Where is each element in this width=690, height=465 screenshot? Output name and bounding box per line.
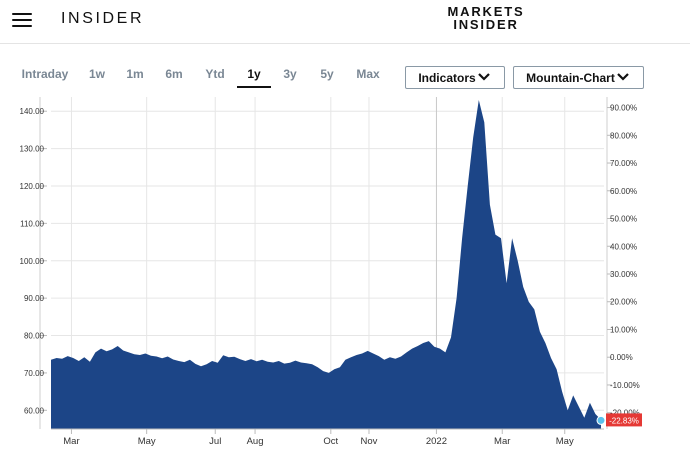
x-tick-label: May xyxy=(556,436,574,447)
y2-tick-label: 30.00% xyxy=(610,270,637,279)
y-tick-label: 130.00 xyxy=(20,145,45,154)
last-change-badge xyxy=(606,413,642,427)
y2-tick-label: 10.00% xyxy=(610,325,637,334)
chart-type-label: Mountain-Chart xyxy=(526,71,615,85)
y-tick-label: 70.00 xyxy=(24,369,45,378)
last-point-marker[interactable] xyxy=(596,415,606,425)
tab-max[interactable]: Max xyxy=(356,67,380,81)
tab-intraday[interactable]: Intraday xyxy=(21,67,69,81)
y2-tick-label: 80.00% xyxy=(610,131,637,140)
tab-1y[interactable]: 1y xyxy=(237,62,271,88)
tab-6m[interactable]: 6m xyxy=(165,67,183,81)
indicators-dropdown[interactable]: Indicators xyxy=(405,66,505,89)
last-change-badge-label: -22.83% xyxy=(609,416,639,425)
x-tick-label: May xyxy=(138,436,156,447)
hamburger-menu-icon[interactable] xyxy=(12,12,32,28)
tab-5y[interactable]: 5y xyxy=(320,67,334,81)
y2-tick-label: 50.00% xyxy=(610,215,637,224)
y-tick-label: 60.00 xyxy=(24,406,45,415)
y-tick-label: 120.00 xyxy=(20,182,45,191)
price-chart[interactable]: 60.00 70.00 80.00 90.00 100.00 110.00 120.00 13… xyxy=(0,97,690,465)
price-chart-svg[interactable]: 60.00 70.00 80.00 90.00 100.00 110.00 120.00 13… xyxy=(0,97,690,465)
x-tick-label: Mar xyxy=(494,436,510,447)
y2-tick-label: -20.00% xyxy=(610,409,640,418)
chevron-down-icon xyxy=(617,73,629,81)
price-area-series[interactable] xyxy=(51,100,601,429)
y2-tick-label: 40.00% xyxy=(610,242,637,251)
tab-3y[interactable]: 3y xyxy=(283,67,297,81)
y-tick-label: 110.00 xyxy=(20,219,44,228)
x-tick-label: Aug xyxy=(247,436,264,447)
chevron-down-icon xyxy=(478,73,490,81)
tab-1m[interactable]: 1m xyxy=(126,67,144,81)
x-tick-label: Mar xyxy=(63,436,79,447)
y-tick-label: 100.00 xyxy=(20,257,45,266)
indicators-label: Indicators xyxy=(418,71,476,85)
x-tick-label: 2022 xyxy=(426,436,447,447)
x-tick-label: Nov xyxy=(361,436,378,447)
x-tick-label: Oct xyxy=(323,436,338,447)
top-navigation-bar: INSIDER MARKETS INSIDER xyxy=(0,0,690,44)
y2-tick-label: 70.00% xyxy=(610,159,637,168)
y2-tick-label: 90.00% xyxy=(610,104,637,113)
logo-line-2: INSIDER xyxy=(453,17,519,32)
markets-insider-logo[interactable]: MARKETS INSIDER xyxy=(432,5,540,31)
y-tick-label: 90.00 xyxy=(24,294,45,303)
y2-tick-label: -10.00% xyxy=(610,381,640,390)
y-tick-label: 80.00 xyxy=(24,332,45,341)
y-tick-label: 140.00 xyxy=(20,107,45,116)
tab-1w[interactable]: 1w xyxy=(88,67,105,81)
brand-logo[interactable]: INSIDER xyxy=(61,10,145,27)
y2-tick-label: 20.00% xyxy=(610,298,637,307)
chart-type-dropdown[interactable]: Mountain-Chart xyxy=(513,66,644,89)
y2-tick-label: 0.00% xyxy=(610,353,633,362)
x-tick-label: Jul xyxy=(209,436,221,447)
tab-ytd[interactable]: Ytd xyxy=(205,67,225,81)
y2-tick-label: 60.00% xyxy=(610,187,637,196)
logo-line-1: MARKETS xyxy=(447,4,525,19)
